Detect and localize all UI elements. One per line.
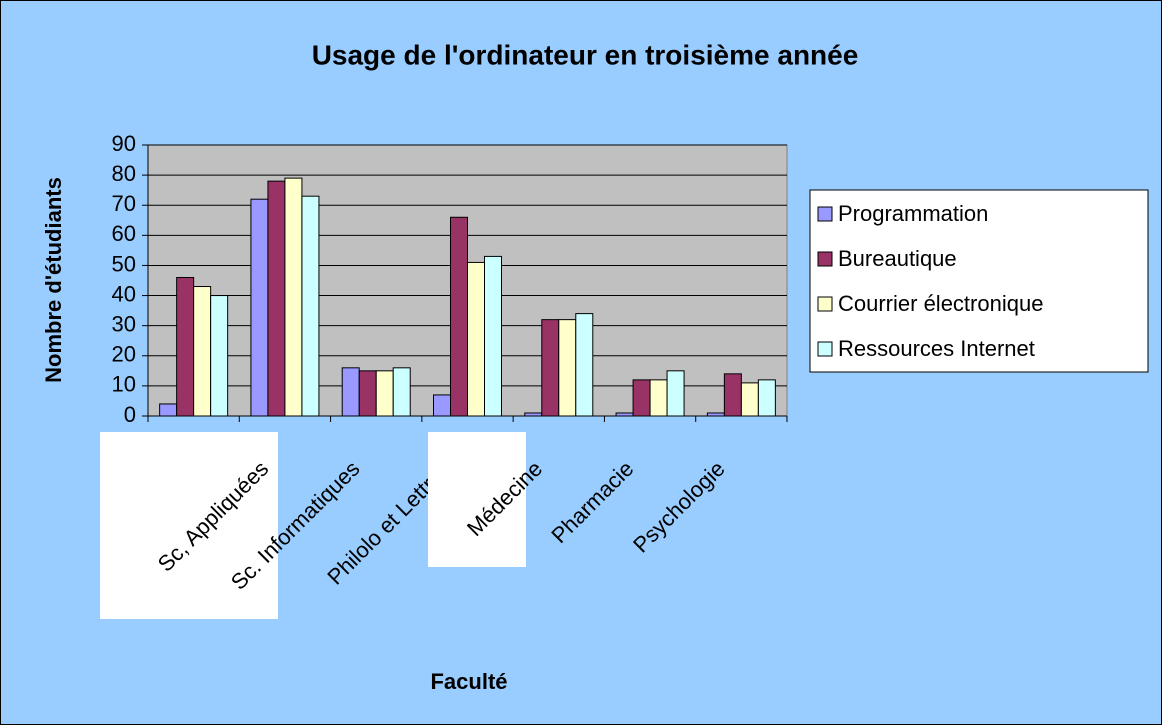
bar bbox=[284, 177, 303, 417]
bar bbox=[375, 370, 394, 417]
bar bbox=[706, 412, 725, 417]
x-axis-title: Faculté bbox=[430, 669, 507, 694]
bar bbox=[450, 216, 468, 417]
bar bbox=[467, 261, 485, 417]
legend-label: Courrier électronique bbox=[838, 291, 1043, 316]
bar bbox=[159, 403, 178, 417]
bar bbox=[210, 295, 229, 417]
bar bbox=[632, 379, 651, 417]
y-tick-label: 40 bbox=[112, 281, 136, 306]
y-tick-label: 60 bbox=[112, 221, 136, 246]
bar bbox=[484, 255, 502, 417]
bar bbox=[392, 367, 411, 417]
bar bbox=[341, 367, 360, 417]
legend-label: Ressources Internet bbox=[838, 336, 1035, 361]
bar bbox=[301, 195, 320, 417]
bar bbox=[176, 276, 195, 417]
bar bbox=[615, 412, 634, 417]
bar bbox=[358, 370, 377, 417]
y-tick-label: 20 bbox=[112, 342, 136, 367]
y-axis-title: Nombre d'étudiants bbox=[41, 177, 66, 383]
bar bbox=[250, 198, 269, 417]
y-tick-label: 50 bbox=[112, 251, 136, 276]
y-tick-label: 0 bbox=[124, 402, 136, 427]
chart-title: Usage de l'ordinateur en troisième année bbox=[312, 39, 859, 70]
bar bbox=[666, 370, 685, 417]
legend-label: Programmation bbox=[838, 201, 988, 226]
y-tick-label: 90 bbox=[112, 131, 136, 156]
bar bbox=[267, 180, 286, 417]
bar bbox=[558, 319, 577, 417]
bar bbox=[193, 286, 212, 417]
bar bbox=[575, 313, 594, 417]
legend-swatch bbox=[817, 341, 833, 357]
legend-swatch bbox=[817, 206, 833, 222]
legend-label: Bureautique bbox=[838, 246, 957, 271]
legend-swatch bbox=[817, 251, 833, 267]
y-tick-label: 80 bbox=[112, 161, 136, 186]
bar bbox=[524, 412, 543, 417]
bar bbox=[433, 394, 451, 417]
legend bbox=[809, 189, 1149, 373]
y-tick-label: 10 bbox=[112, 372, 136, 397]
legend-swatch bbox=[817, 296, 833, 312]
bar bbox=[740, 382, 759, 417]
y-tick-label: 70 bbox=[112, 191, 136, 216]
label-mask bbox=[428, 432, 526, 567]
bar bbox=[723, 373, 742, 417]
label-mask bbox=[100, 432, 278, 619]
y-tick-label: 30 bbox=[112, 311, 136, 336]
bar bbox=[541, 319, 560, 417]
bar bbox=[757, 379, 776, 417]
bar bbox=[649, 379, 668, 417]
